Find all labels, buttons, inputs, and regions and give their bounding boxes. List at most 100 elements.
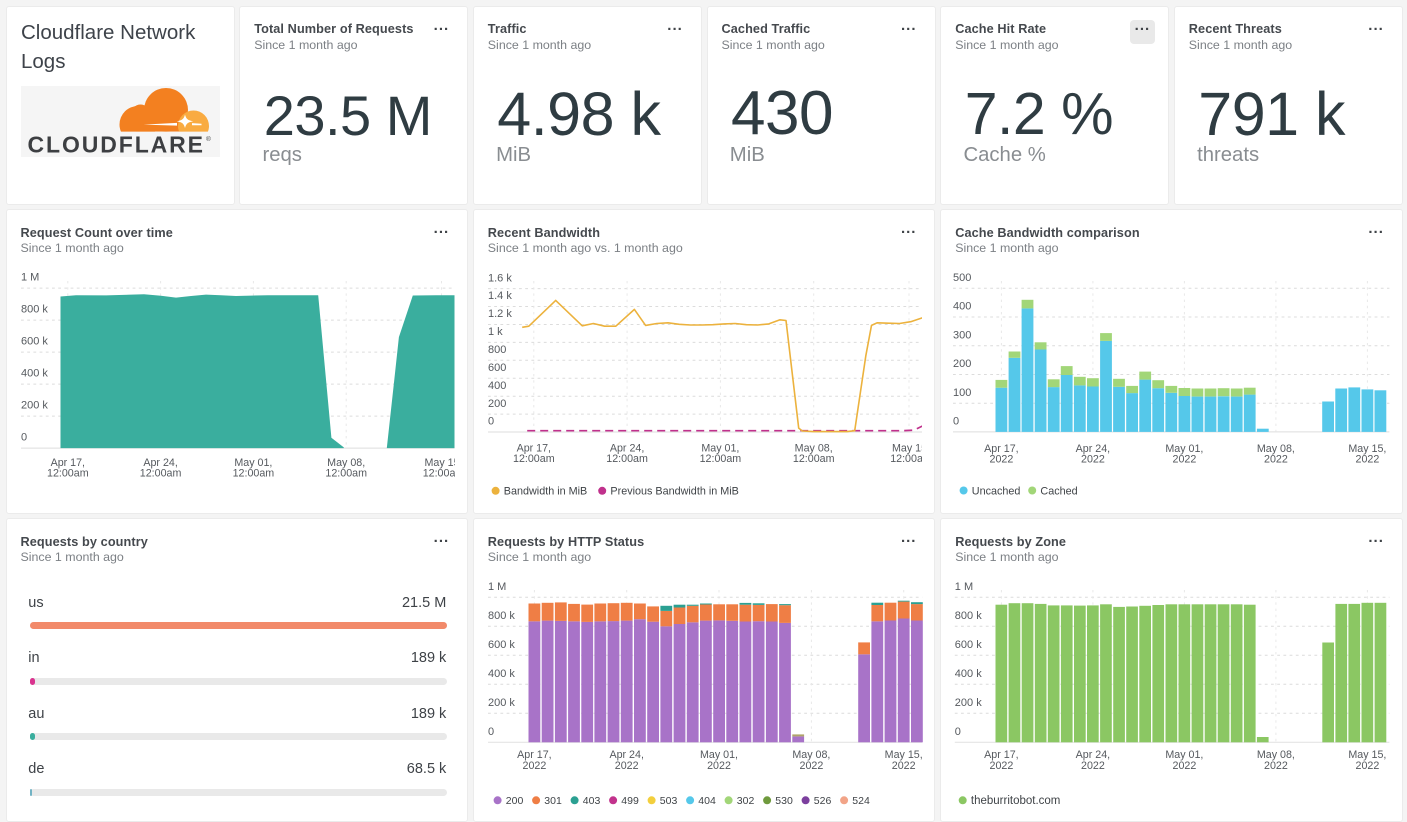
svg-text:®: ®	[206, 135, 211, 143]
svg-text:400: 400	[953, 301, 971, 313]
svg-text:0: 0	[21, 432, 27, 444]
svg-text:600 k: 600 k	[955, 639, 982, 651]
svg-text:100: 100	[953, 387, 971, 399]
svg-text:2022: 2022	[1081, 454, 1105, 466]
svg-text:1.6 k: 1.6 k	[488, 273, 512, 285]
svg-text:12:00am: 12:00am	[325, 468, 367, 480]
svg-text:200 k: 200 k	[955, 697, 982, 709]
svg-text:May 08,: May 08,	[327, 457, 365, 469]
svg-text:2022: 2022	[1173, 760, 1197, 772]
svg-text:200: 200	[953, 358, 971, 370]
svg-text:Apr 17,: Apr 17,	[516, 443, 550, 455]
svg-text:Apr 17,: Apr 17,	[984, 443, 1018, 455]
svg-text:0: 0	[488, 726, 494, 738]
svg-text:May 01,: May 01,	[234, 457, 272, 469]
svg-text:800: 800	[488, 344, 506, 356]
svg-text:800 k: 800 k	[21, 304, 48, 316]
svg-text:200: 200	[506, 795, 524, 807]
svg-text:400 k: 400 k	[488, 668, 515, 680]
svg-text:2022: 2022	[990, 760, 1014, 772]
svg-text:CLOUDFLARE: CLOUDFLARE	[28, 131, 205, 156]
svg-text:500: 500	[953, 272, 971, 284]
svg-text:200 k: 200 k	[488, 697, 515, 709]
svg-text:May 15,: May 15,	[892, 443, 922, 455]
svg-text:May 15,: May 15,	[424, 457, 455, 469]
svg-text:12:00am: 12:00am	[606, 453, 648, 465]
svg-text:12:00am: 12:00am	[139, 468, 181, 480]
svg-text:May 01,: May 01,	[701, 443, 739, 455]
svg-text:12:00am: 12:00am	[232, 468, 274, 480]
svg-text:1 M: 1 M	[488, 581, 506, 593]
svg-text:Bandwidth in MiB: Bandwidth in MiB	[504, 486, 587, 498]
svg-text:May 15,: May 15,	[884, 749, 922, 761]
svg-text:2022: 2022	[1356, 760, 1380, 772]
svg-text:200: 200	[488, 398, 506, 410]
svg-text:May 08,: May 08,	[1257, 443, 1295, 455]
svg-text:600: 600	[488, 362, 506, 374]
svg-text:May 15,: May 15,	[1349, 443, 1387, 455]
svg-text:0: 0	[953, 416, 959, 428]
svg-text:1.2 k: 1.2 k	[488, 308, 512, 320]
svg-text:200 k: 200 k	[21, 400, 48, 412]
svg-text:12:00am: 12:00am	[47, 468, 89, 480]
svg-text:Apr 24,: Apr 24,	[610, 443, 644, 455]
svg-text:2022: 2022	[522, 760, 546, 772]
svg-text:503: 503	[660, 795, 678, 807]
svg-text:May 08,: May 08,	[792, 749, 830, 761]
svg-text:Apr 17,: Apr 17,	[984, 749, 1018, 761]
svg-text:400: 400	[488, 380, 506, 392]
svg-text:300: 300	[953, 330, 971, 342]
svg-text:May 01,: May 01,	[1166, 443, 1204, 455]
svg-text:524: 524	[852, 795, 870, 807]
svg-text:400 k: 400 k	[21, 368, 48, 380]
svg-text:1 k: 1 k	[488, 326, 503, 338]
svg-text:2022: 2022	[799, 760, 823, 772]
svg-text:May 15,: May 15,	[1349, 749, 1387, 761]
svg-text:2022: 2022	[1264, 454, 1288, 466]
svg-text:Cached: Cached	[1041, 486, 1078, 498]
svg-text:2022: 2022	[615, 760, 639, 772]
svg-text:499: 499	[621, 795, 639, 807]
svg-text:Apr 17,: Apr 17,	[50, 457, 84, 469]
svg-text:530: 530	[775, 795, 793, 807]
svg-text:Apr 24,: Apr 24,	[143, 457, 177, 469]
svg-text:1.4 k: 1.4 k	[488, 290, 512, 302]
svg-text:526: 526	[814, 795, 832, 807]
svg-text:600 k: 600 k	[488, 639, 515, 651]
svg-text:Previous Bandwidth in MiB: Previous Bandwidth in MiB	[610, 486, 738, 498]
svg-text:1 M: 1 M	[955, 581, 973, 593]
svg-text:600 k: 600 k	[21, 336, 48, 348]
svg-text:302: 302	[737, 795, 755, 807]
svg-text:0: 0	[488, 416, 494, 428]
svg-text:Uncached: Uncached	[972, 486, 1021, 498]
svg-text:404: 404	[698, 795, 716, 807]
svg-text:2022: 2022	[707, 760, 731, 772]
svg-text:12:00am: 12:00am	[513, 453, 555, 465]
svg-text:Apr 24,: Apr 24,	[1076, 749, 1110, 761]
svg-text:0: 0	[955, 726, 961, 738]
svg-text:800 k: 800 k	[955, 610, 982, 622]
svg-text:2022: 2022	[1356, 454, 1380, 466]
svg-text:301: 301	[544, 795, 562, 807]
svg-text:403: 403	[583, 795, 601, 807]
svg-text:2022: 2022	[1173, 454, 1197, 466]
svg-text:theburritobot.com: theburritobot.com	[971, 795, 1061, 807]
svg-text:2022: 2022	[1081, 760, 1105, 772]
svg-text:Apr 17,: Apr 17,	[517, 749, 551, 761]
svg-text:Apr 24,: Apr 24,	[1076, 443, 1110, 455]
svg-text:2022: 2022	[990, 454, 1014, 466]
svg-text:800 k: 800 k	[488, 610, 515, 622]
svg-text:May 01,: May 01,	[700, 749, 738, 761]
svg-text:12:00am: 12:00am	[793, 453, 835, 465]
svg-text:May 08,: May 08,	[1257, 749, 1295, 761]
svg-text:Apr 24,: Apr 24,	[609, 749, 643, 761]
svg-text:2022: 2022	[1264, 760, 1288, 772]
svg-text:12:00am: 12:00am	[422, 468, 454, 480]
svg-text:2022: 2022	[892, 760, 916, 772]
svg-text:1 M: 1 M	[21, 272, 39, 284]
svg-text:May 08,: May 08,	[794, 443, 832, 455]
svg-text:12:00am: 12:00am	[890, 453, 922, 465]
svg-text:400 k: 400 k	[955, 668, 982, 680]
svg-text:May 01,: May 01,	[1166, 749, 1204, 761]
svg-text:12:00am: 12:00am	[699, 453, 741, 465]
